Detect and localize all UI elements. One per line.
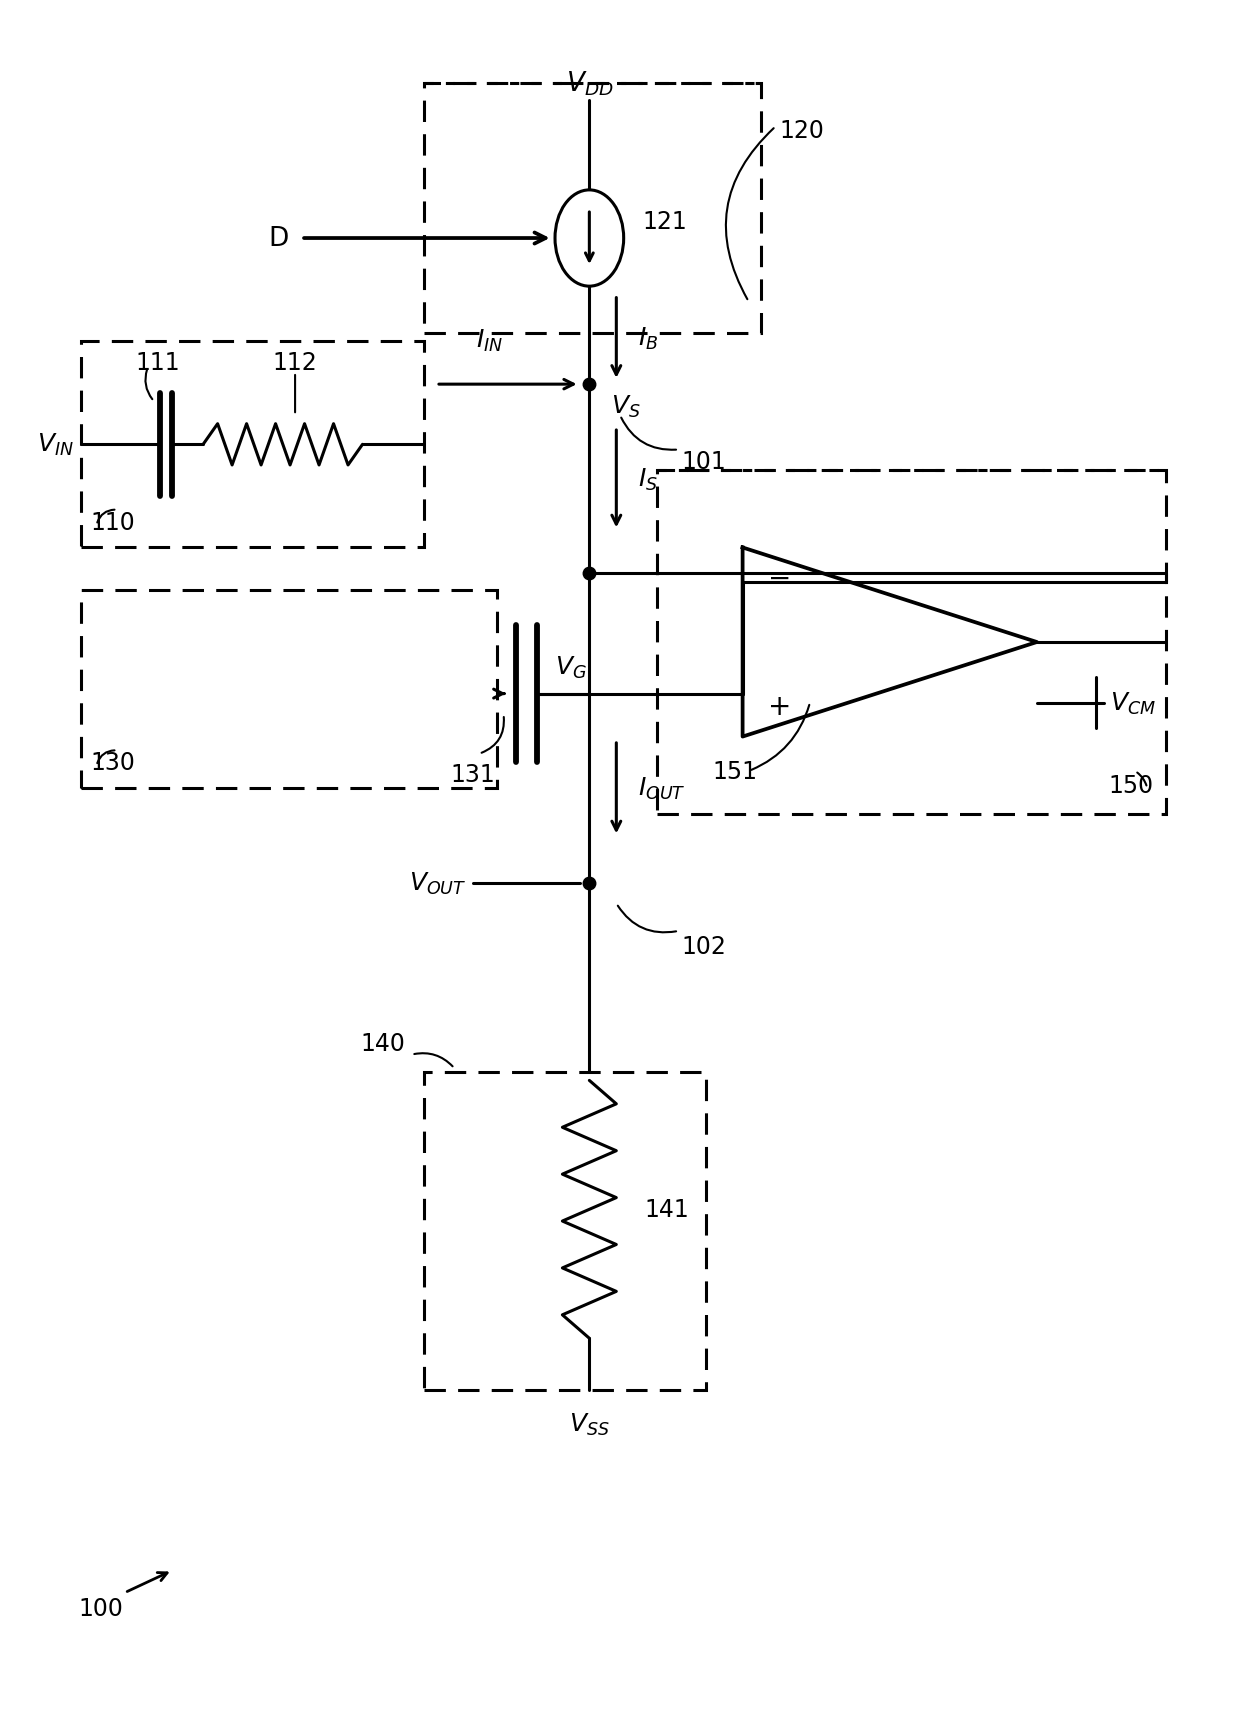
Text: $V_G$: $V_G$ (556, 655, 587, 681)
Text: $V_{OUT}$: $V_{OUT}$ (409, 869, 466, 895)
Text: $V_{SS}$: $V_{SS}$ (569, 1410, 610, 1438)
Text: 150: 150 (1109, 772, 1153, 797)
Text: $V_{IN}$: $V_{IN}$ (37, 431, 74, 459)
Text: 130: 130 (91, 752, 135, 774)
Text: $V_S$: $V_S$ (611, 393, 641, 419)
Text: 102: 102 (681, 935, 727, 960)
Text: 112: 112 (273, 350, 317, 374)
Text: $I_{IN}$: $I_{IN}$ (476, 327, 503, 353)
Text: $V_{CM}$: $V_{CM}$ (1111, 689, 1157, 717)
Text: 131: 131 (450, 762, 495, 786)
Bar (81, 341, 424, 547)
Text: 100: 100 (78, 1597, 124, 1619)
Bar (424, 85, 761, 333)
Text: $-$: $-$ (768, 563, 790, 591)
Text: 140: 140 (361, 1031, 405, 1055)
Text: 111: 111 (135, 350, 180, 374)
Text: D: D (269, 225, 289, 251)
Text: 151: 151 (712, 760, 756, 783)
Text: $I_{OUT}$: $I_{OUT}$ (639, 776, 686, 802)
Text: 101: 101 (681, 450, 727, 475)
Text: 121: 121 (642, 210, 687, 234)
Text: $V_{DD}$: $V_{DD}$ (565, 69, 613, 99)
Bar (424, 1072, 706, 1391)
Text: 110: 110 (91, 511, 135, 535)
Text: $+$: $+$ (768, 693, 790, 721)
Text: 120: 120 (780, 118, 825, 142)
Text: 141: 141 (645, 1197, 689, 1221)
Bar (81, 591, 497, 788)
Bar (657, 471, 1166, 814)
Circle shape (556, 191, 624, 288)
Text: $I_S$: $I_S$ (639, 466, 658, 492)
Text: $I_B$: $I_B$ (639, 326, 658, 352)
